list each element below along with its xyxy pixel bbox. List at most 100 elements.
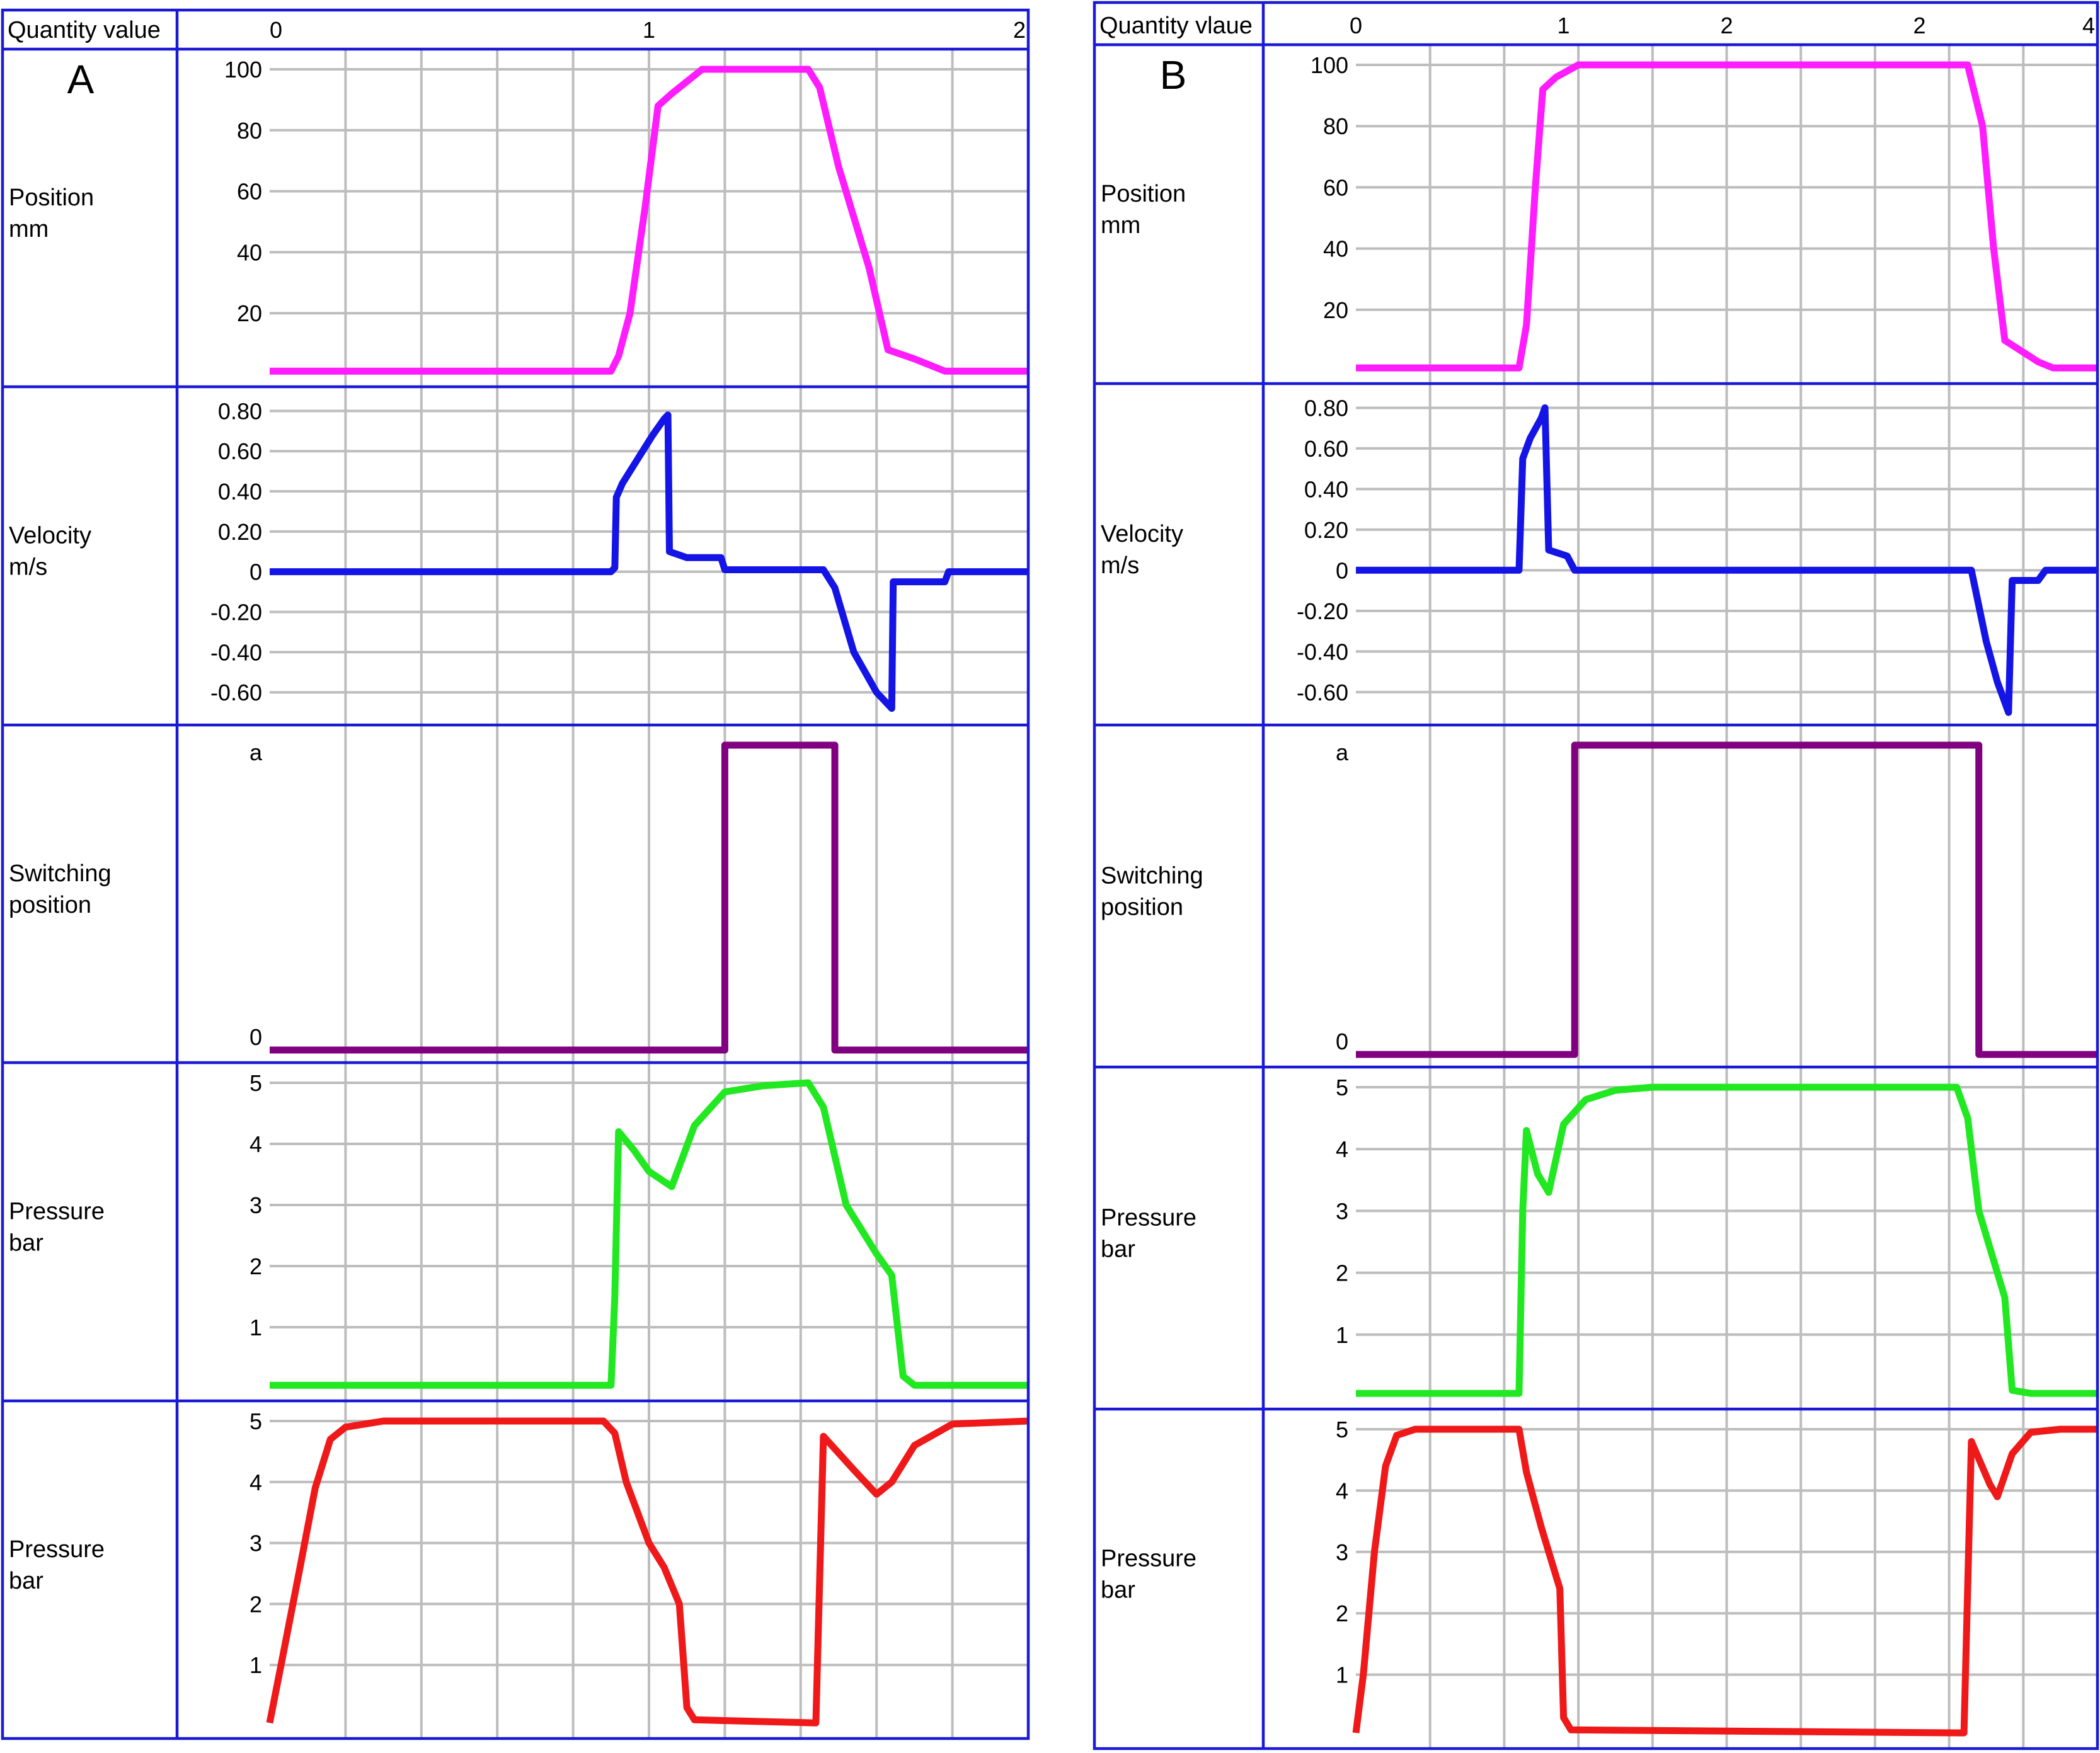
y-tick-label: 20 bbox=[1323, 297, 1348, 323]
series-line bbox=[1356, 404, 2097, 716]
chart-row-A-4: 1 2 3 4 5 Pressure bar bbox=[9, 1063, 1028, 1401]
x-tick-label: 2 bbox=[1013, 17, 1026, 43]
y-tick-label: -0.60 bbox=[1297, 680, 1348, 705]
y-tick-label: 0.20 bbox=[1304, 517, 1348, 543]
y-tick-label: -0.20 bbox=[1297, 598, 1348, 624]
y-tick-label: 3 bbox=[250, 1531, 262, 1556]
y-tick-label: 0.40 bbox=[1304, 476, 1348, 502]
y-tick-label: 0 bbox=[1336, 557, 1348, 583]
y-tick-label: 0 bbox=[250, 1024, 262, 1050]
y-tick-label: -0.60 bbox=[210, 680, 262, 705]
x-tick-label: 4 bbox=[2082, 13, 2095, 38]
chart-row-B-1: 20 40 60 80 100 Position mm bbox=[1101, 45, 2097, 384]
row-label: Position bbox=[9, 185, 94, 211]
y-tick-label: 5 bbox=[1336, 1075, 1348, 1100]
chart-row-A-3: 0 a Switching position bbox=[9, 725, 1028, 1063]
y-tick-label: 100 bbox=[1311, 52, 1348, 78]
y-tick-label: 1 bbox=[250, 1315, 262, 1340]
header-label: Quantity value bbox=[8, 17, 161, 43]
y-tick-label: 4 bbox=[1336, 1136, 1348, 1162]
row-label: m/s bbox=[1101, 552, 1139, 579]
y-tick-label: 3 bbox=[250, 1192, 262, 1218]
row-label: Pressure bbox=[9, 1536, 105, 1563]
y-tick-label: 100 bbox=[224, 57, 262, 83]
row-label: Pressure bbox=[9, 1199, 105, 1225]
row-label: bar bbox=[9, 1568, 43, 1594]
y-tick-label: -0.20 bbox=[210, 599, 262, 625]
row-label: position bbox=[9, 892, 91, 918]
panel-frame bbox=[1093, 1, 2099, 1750]
row-label: mm bbox=[1101, 212, 1140, 239]
y-tick-label: 0.20 bbox=[218, 519, 262, 545]
row-label: bar bbox=[9, 1230, 43, 1257]
y-tick-label: 4 bbox=[250, 1131, 262, 1157]
y-tick-label: 60 bbox=[237, 179, 262, 205]
row-label: bar bbox=[1101, 1577, 1135, 1604]
y-tick-label: 0.40 bbox=[218, 479, 262, 505]
y-tick-label: 2 bbox=[250, 1591, 262, 1617]
x-tick-label: 0 bbox=[270, 17, 282, 43]
row-label: Switching bbox=[1101, 863, 1203, 889]
series-line bbox=[270, 1079, 1028, 1389]
y-tick-label: a bbox=[1336, 739, 1349, 765]
chart-row-B-3: 0 a Switching position bbox=[1101, 725, 2097, 1067]
series-line bbox=[270, 411, 1028, 712]
x-tick-label: 1 bbox=[643, 17, 655, 43]
series-line bbox=[1356, 741, 2097, 1058]
row-label: Velocity bbox=[1101, 521, 1183, 547]
chart-panel-B: 20406080100Positionmm0.800.600.400.200-0… bbox=[1093, 1, 2099, 1750]
x-tick-label: 2 bbox=[1720, 13, 1733, 38]
y-tick-label: 3 bbox=[1336, 1198, 1348, 1224]
row-label: position bbox=[1101, 894, 1183, 921]
x-tick-label: 0 bbox=[1350, 13, 1362, 38]
y-tick-label: 2 bbox=[1336, 1260, 1348, 1286]
y-tick-label: 5 bbox=[250, 1408, 262, 1434]
series-line bbox=[270, 741, 1028, 1054]
y-tick-label: 5 bbox=[1336, 1417, 1348, 1442]
y-tick-label: 0.60 bbox=[218, 438, 262, 464]
chart-row-A-1: 20 40 60 80 100 Position mm bbox=[9, 49, 1028, 387]
row-label: Position bbox=[1101, 181, 1186, 207]
row-label: mm bbox=[9, 216, 49, 243]
y-tick-label: 0.60 bbox=[1304, 436, 1348, 462]
y-tick-label: 80 bbox=[1323, 113, 1348, 139]
row-label: Switching bbox=[9, 860, 112, 887]
header-label: Quantity vlaue bbox=[1099, 13, 1253, 39]
chart-row-B-2: 0.80 0.60 0.40 0.20 0 -0.20 -0.40 -0.60 Velocity… bbox=[1101, 384, 2097, 725]
x-tick-label: 1 bbox=[1558, 13, 1570, 38]
y-tick-label: -0.40 bbox=[210, 639, 262, 665]
panel-letter: B bbox=[1160, 52, 1187, 98]
chart-row-B-5: 1 2 3 4 5 Pressure bar bbox=[1101, 1409, 2097, 1749]
chart-row-B-4: 1 2 3 4 5 Pressure bar bbox=[1101, 1067, 2097, 1409]
y-tick-label: 4 bbox=[1336, 1478, 1348, 1504]
chart-panel-A: 20406080100Positionmm0.800.600.400.200-0… bbox=[1, 8, 1030, 1740]
y-tick-label: 80 bbox=[237, 118, 262, 144]
y-tick-label: 40 bbox=[237, 239, 262, 265]
y-tick-label: 60 bbox=[1323, 174, 1348, 200]
series-line bbox=[1352, 1425, 2097, 1737]
series-line bbox=[266, 1417, 1029, 1727]
panel-frame bbox=[1, 8, 1030, 1740]
y-tick-label: 1 bbox=[250, 1652, 262, 1678]
y-tick-label: 40 bbox=[1323, 236, 1348, 262]
y-tick-label: 0.80 bbox=[1304, 395, 1348, 421]
series-line bbox=[1356, 1083, 2097, 1397]
y-tick-label: 20 bbox=[237, 300, 262, 326]
panel-letter: A bbox=[67, 57, 95, 102]
y-tick-label: 1 bbox=[1336, 1662, 1348, 1688]
y-tick-label: 0.80 bbox=[218, 398, 262, 424]
y-tick-label: a bbox=[250, 739, 263, 765]
y-tick-label: 0 bbox=[1336, 1029, 1348, 1054]
row-label: bar bbox=[1101, 1236, 1135, 1263]
y-tick-label: 2 bbox=[1336, 1601, 1348, 1626]
row-label: Pressure bbox=[1101, 1546, 1196, 1572]
row-label: Pressure bbox=[1101, 1205, 1196, 1231]
y-tick-label: 3 bbox=[1336, 1539, 1348, 1565]
chart-row-A-2: 0.80 0.60 0.40 0.20 0 -0.20 -0.40 -0.60 Velocity… bbox=[9, 387, 1028, 725]
y-tick-label: 4 bbox=[250, 1470, 262, 1495]
row-label: m/s bbox=[9, 554, 47, 581]
series-line bbox=[270, 66, 1028, 375]
y-tick-label: -0.40 bbox=[1297, 639, 1348, 665]
y-tick-label: 2 bbox=[250, 1253, 262, 1279]
